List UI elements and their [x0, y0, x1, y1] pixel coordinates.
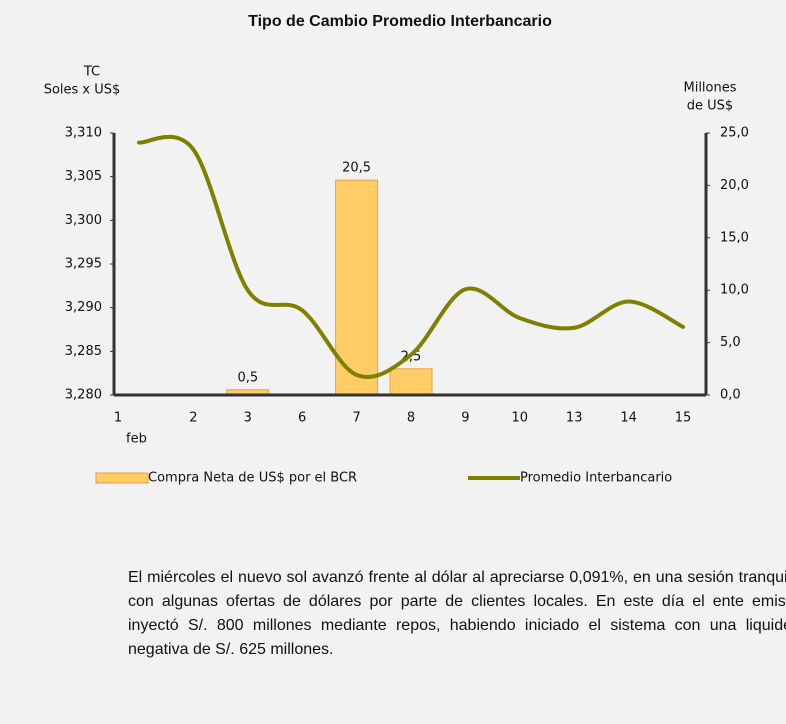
- x-tick-label: 3: [244, 411, 252, 426]
- y-tick-label: 3,295: [65, 257, 102, 272]
- x-tick-label: 15: [675, 411, 692, 426]
- x-tick-label: 6: [298, 411, 306, 426]
- bar: [335, 179, 379, 396]
- x-month-label: feb: [126, 432, 147, 447]
- x-tick-label: 9: [461, 411, 469, 426]
- x-tick-label: 14: [620, 411, 637, 426]
- paragraph-box: El miércoles el nuevo sol avanzó frente …: [128, 566, 786, 666]
- y-axis-title: TC: [83, 65, 100, 80]
- paragraph: El miércoles el nuevo sol avanzó frente …: [128, 569, 786, 658]
- y2-tick-label: 10,0: [720, 283, 749, 298]
- x-tick-label: 8: [407, 411, 415, 426]
- legend-swatch: [95, 472, 149, 484]
- line: [137, 134, 685, 380]
- y2-axis-title: Millones: [683, 81, 736, 96]
- y-tick-label: 3,280: [65, 388, 102, 403]
- data-label: 20,5: [342, 161, 371, 176]
- x-tick-label: 13: [566, 411, 583, 426]
- y-tick-label: 3,300: [65, 213, 102, 228]
- chart-title: Tipo de Cambio Promedio Interbancario: [248, 13, 552, 30]
- x-tick-label: 2: [189, 411, 197, 426]
- y2-tick-label: 0,0: [720, 388, 741, 403]
- chart: Tipo de Cambio Promedio Interbancario TC…: [44, 13, 749, 486]
- y2-tick-label: 20,0: [720, 178, 749, 193]
- data-label: 0,5: [237, 370, 258, 385]
- y2-axis-title: de US$: [687, 99, 733, 114]
- y-axis-title: Soles x US$: [44, 83, 121, 98]
- bar: [389, 368, 433, 396]
- y-tick-label: 3,310: [65, 126, 102, 141]
- y-tick-label: 3,305: [65, 169, 102, 184]
- y-tick-label: 3,285: [65, 344, 102, 359]
- legend-label: Promedio Interbancario: [520, 471, 672, 486]
- y-tick-label: 3,290: [65, 300, 102, 315]
- legend-label: Compra Neta de US$ por el BCR: [148, 471, 357, 486]
- x-tick-label: 10: [512, 411, 529, 426]
- y2-tick-label: 15,0: [720, 230, 749, 245]
- x-tick-label: 1: [114, 411, 122, 426]
- x-tick-label: 7: [352, 411, 360, 426]
- y2-tick-label: 25,0: [720, 126, 749, 141]
- y2-tick-label: 5,0: [720, 335, 741, 350]
